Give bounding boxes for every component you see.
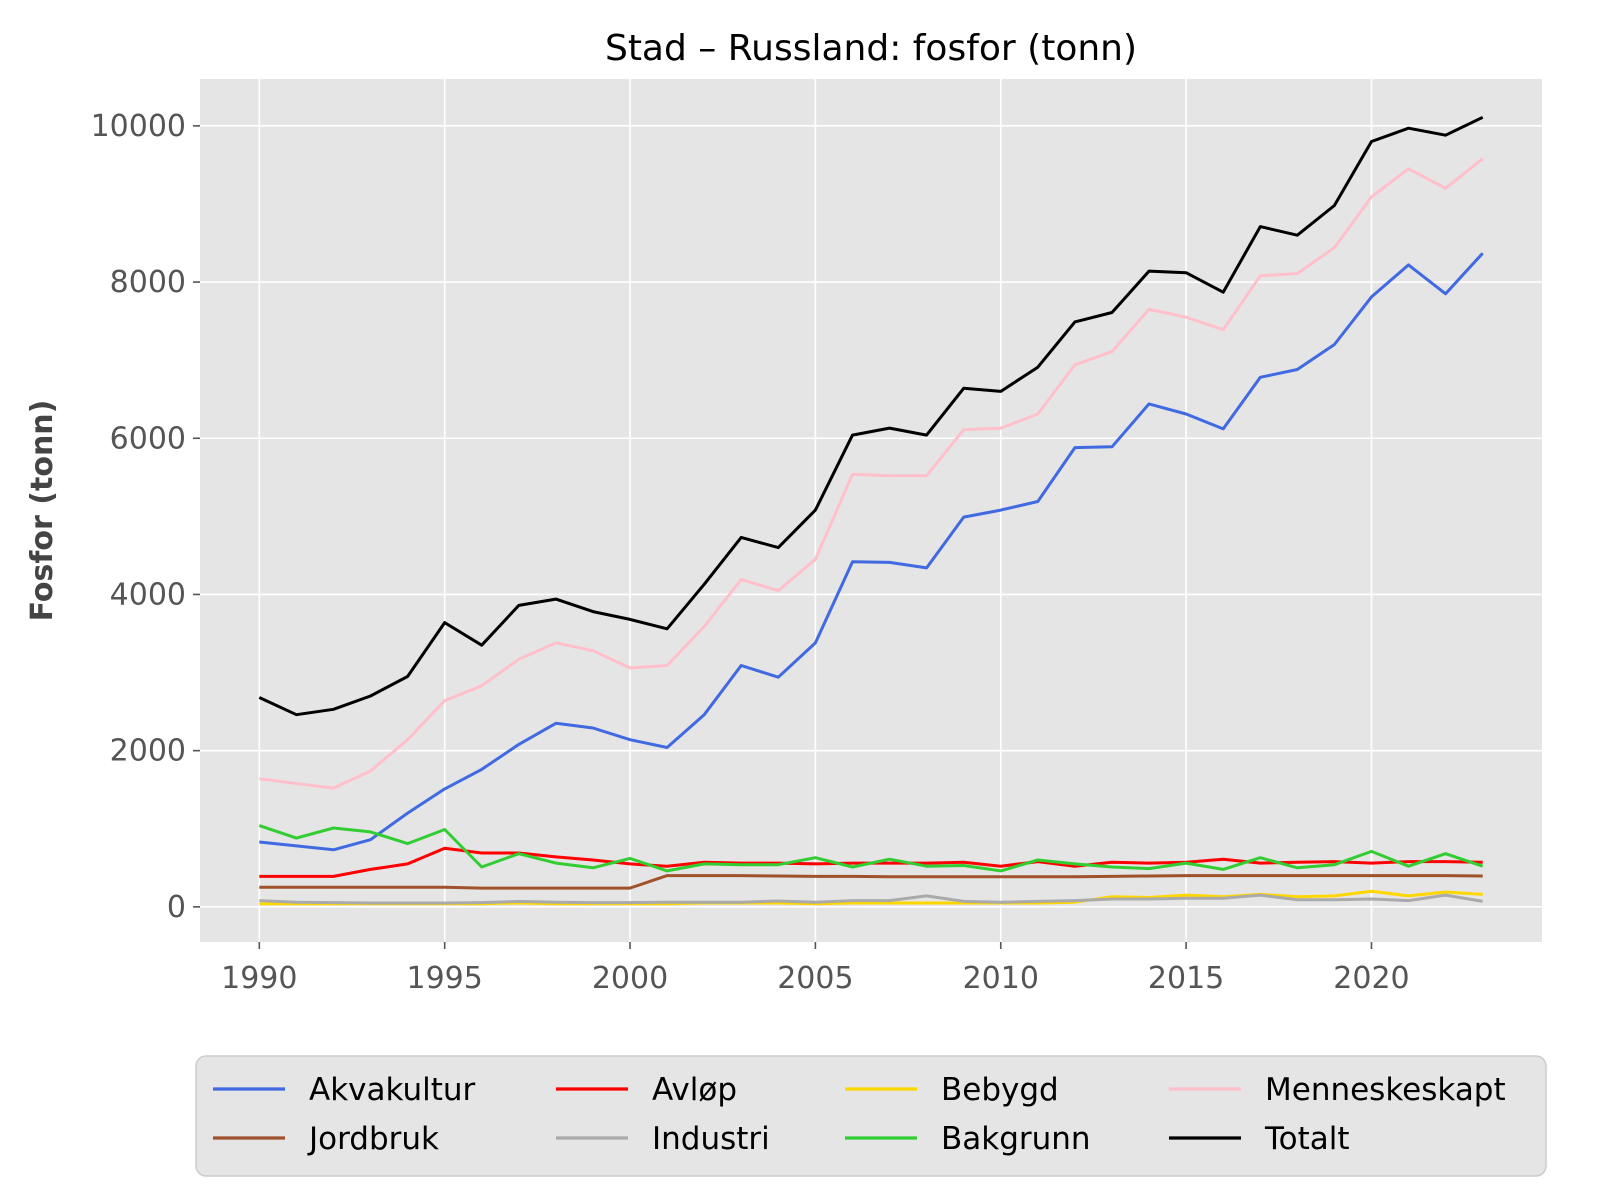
y-axis-label: Fosfor (tonn)	[25, 400, 60, 622]
y-tick-label: 0	[167, 890, 186, 925]
series-lines	[258, 115, 1484, 906]
series-line-jordbruk	[259, 874, 1483, 890]
x-tick-label: 2020	[1333, 961, 1409, 996]
legend-label-akvakultur: Akvakultur	[309, 1072, 476, 1108]
x-tick-label: 2015	[1148, 961, 1224, 996]
legend-label-bebygd: Bebygd	[941, 1072, 1059, 1108]
x-tick-label: 2010	[963, 961, 1039, 996]
x-tick-label: 2000	[592, 961, 668, 996]
legend: Akvakultur Jordbruk Avløp Industri Bebygd Bak…	[195, 1055, 1547, 1177]
y-tick-label: 2000	[110, 734, 186, 769]
series-line-bakgrunn	[258, 824, 1484, 873]
series-line-menneskeskapt	[259, 157, 1484, 790]
series-line-totalt	[258, 115, 1484, 717]
x-tick-label: 2005	[777, 961, 853, 996]
legend-label-industri: Industri	[652, 1121, 770, 1157]
series-line-industri	[259, 893, 1483, 905]
y-tick-label: 8000	[110, 265, 186, 300]
x-axis: 1990 1995 2000 2005 2010 2015 2020	[221, 942, 1410, 996]
x-tick-label: 1990	[221, 961, 297, 996]
legend-label-avlop: Avløp	[652, 1072, 737, 1108]
y-tick-label: 10000	[91, 109, 186, 144]
chart-title: Stad – Russland: fosfor (tonn)	[605, 28, 1137, 69]
legend-label-jordbruk: Jordbruk	[307, 1121, 439, 1157]
legend-box	[195, 1055, 1547, 1177]
legend-label-totalt: Totalt	[1264, 1121, 1350, 1157]
plot-area	[200, 79, 1542, 942]
series-line-akvakultur	[259, 252, 1484, 852]
y-axis: 0 2000 4000 6000 8000 10000	[91, 109, 200, 925]
y-tick-label: 4000	[110, 577, 186, 612]
y-tick-label: 6000	[110, 421, 186, 456]
legend-label-bakgrunn: Bakgrunn	[941, 1121, 1091, 1157]
x-tick-label: 1995	[406, 961, 482, 996]
legend-label-menneskeskapt: Menneskeskapt	[1265, 1072, 1506, 1108]
